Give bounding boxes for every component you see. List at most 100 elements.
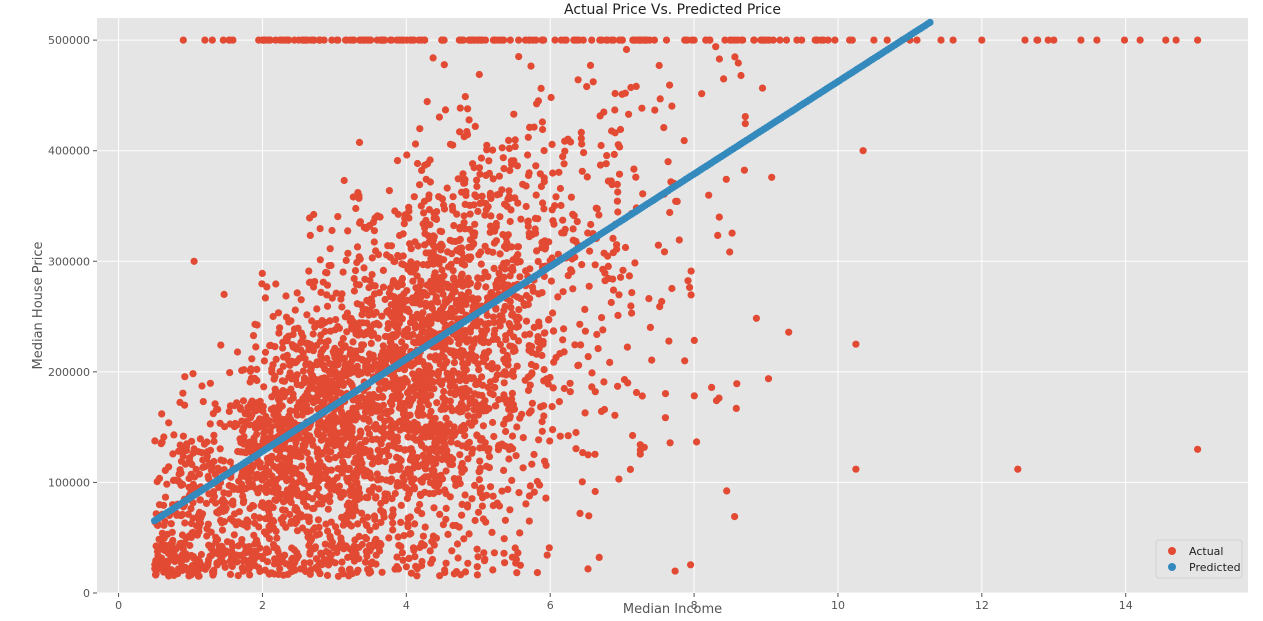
actual-point: [225, 407, 233, 415]
actual-point: [236, 551, 244, 560]
actual-point: [513, 569, 521, 577]
actual-point: [650, 36, 659, 44]
actual-point: [631, 259, 639, 267]
actual-point: [442, 467, 450, 475]
actual-point: [687, 267, 695, 275]
actual-point: [475, 476, 483, 484]
actual-point: [447, 389, 455, 397]
actual-point: [470, 239, 478, 248]
actual-point: [459, 170, 467, 178]
actual-point: [488, 360, 496, 368]
actual-point: [480, 336, 488, 344]
actual-point: [216, 445, 224, 453]
actual-point: [351, 267, 360, 275]
actual-point: [151, 437, 159, 445]
actual-point: [350, 287, 358, 295]
actual-point: [305, 267, 313, 275]
actual-point: [375, 544, 383, 552]
actual-point: [204, 472, 212, 480]
actual-point: [609, 286, 618, 294]
actual-point: [415, 377, 423, 385]
actual-point: [627, 302, 635, 310]
actual-point: [238, 480, 246, 488]
actual-point: [569, 210, 577, 218]
actual-point: [329, 439, 337, 447]
actual-point: [611, 106, 619, 114]
actual-point: [726, 36, 734, 44]
actual-point: [344, 227, 352, 235]
actual-point: [161, 568, 169, 576]
actual-point: [355, 394, 364, 402]
actual-point: [464, 559, 472, 567]
actual-point: [379, 283, 388, 291]
actual-point: [453, 406, 461, 414]
actual-point: [227, 515, 235, 523]
actual-point: [514, 251, 522, 259]
actual-point: [555, 398, 564, 406]
actual-point: [398, 549, 406, 557]
actual-point: [336, 451, 344, 459]
actual-point: [218, 504, 226, 512]
actual-point: [1194, 36, 1202, 44]
actual-point: [481, 36, 490, 44]
actual-point: [439, 521, 447, 529]
actual-point: [388, 495, 396, 503]
actual-point: [419, 261, 427, 269]
y-tick-label: 0: [83, 587, 90, 600]
actual-point: [547, 93, 555, 102]
actual-point: [573, 218, 581, 226]
actual-point: [353, 258, 361, 267]
actual-point: [196, 496, 204, 504]
actual-point: [452, 297, 461, 305]
actual-point: [321, 381, 329, 389]
actual-point: [537, 84, 545, 92]
actual-point: [638, 392, 646, 400]
actual-point: [539, 340, 547, 348]
actual-point: [397, 501, 405, 509]
actual-point: [473, 571, 481, 579]
actual-point: [501, 442, 509, 450]
actual-point: [541, 329, 549, 337]
actual-point: [332, 289, 340, 297]
actual-point: [517, 215, 525, 223]
actual-point: [493, 335, 501, 343]
actual-point: [207, 544, 215, 552]
actual-point: [250, 434, 258, 442]
actual-point: [264, 459, 272, 467]
actual-point: [187, 505, 195, 513]
actual-point: [326, 534, 335, 543]
actual-point: [453, 440, 462, 448]
actual-point: [349, 318, 357, 326]
actual-point: [172, 545, 180, 553]
actual-point: [489, 418, 497, 427]
actual-point: [181, 401, 189, 409]
actual-point: [450, 274, 458, 282]
x-tick-label: 12: [975, 599, 989, 612]
actual-point: [615, 475, 623, 483]
actual-point: [279, 506, 287, 514]
actual-point: [300, 564, 308, 573]
actual-point: [599, 265, 607, 273]
actual-point: [416, 490, 424, 498]
actual-point: [419, 220, 427, 228]
actual-point: [344, 249, 352, 257]
actual-point: [427, 302, 435, 310]
actual-point: [230, 531, 238, 539]
actual-point: [758, 84, 767, 92]
actual-point: [375, 475, 384, 483]
actual-point: [152, 571, 160, 579]
actual-point: [501, 559, 509, 567]
actual-point: [268, 569, 276, 577]
actual-point: [412, 436, 420, 444]
actual-point: [216, 419, 224, 427]
actual-point: [1093, 36, 1101, 44]
actual-point: [621, 89, 629, 97]
actual-point: [500, 306, 508, 315]
actual-point: [264, 548, 272, 556]
y-tick-label: 200000: [48, 366, 90, 379]
actual-point: [426, 547, 434, 555]
actual-point: [587, 220, 595, 229]
actual-point: [539, 36, 547, 44]
actual-point: [525, 492, 534, 500]
actual-point: [427, 421, 436, 429]
